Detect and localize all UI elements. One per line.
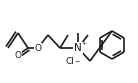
Text: +: + (81, 41, 86, 45)
Text: O: O (14, 50, 22, 60)
Text: −: − (74, 59, 80, 63)
Text: O: O (34, 43, 42, 53)
Text: Cl: Cl (66, 57, 74, 65)
Text: N: N (74, 43, 82, 53)
